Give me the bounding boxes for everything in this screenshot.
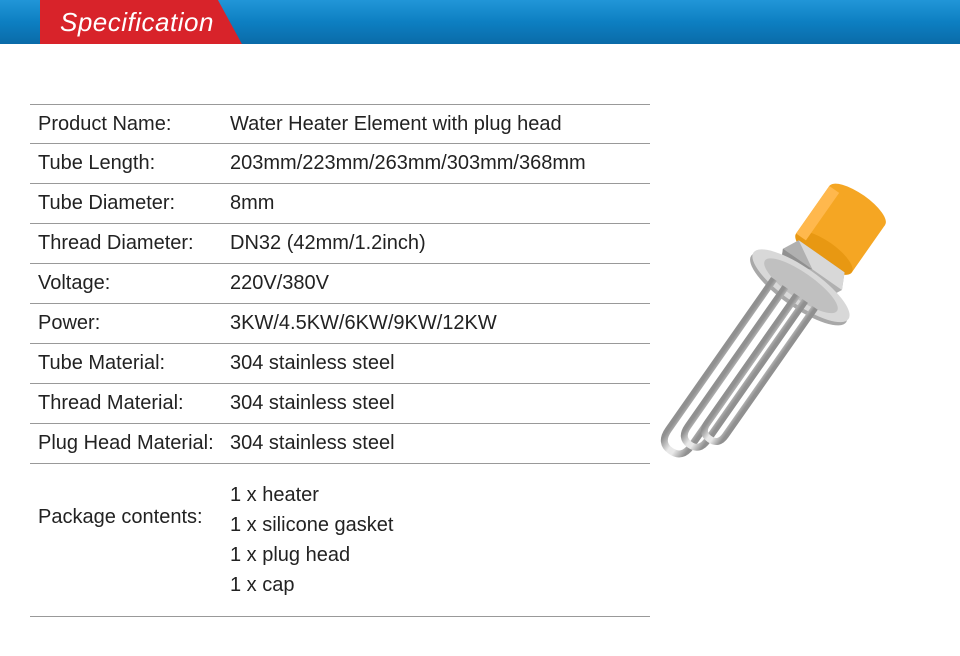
package-item: 1 x plug head <box>230 540 650 570</box>
spec-value: 304 stainless steel <box>230 346 650 381</box>
spec-label: Package contents: <box>30 474 230 535</box>
spec-label: Plug Head Material: <box>30 426 230 461</box>
spec-label: Tube Diameter: <box>30 186 230 221</box>
spec-value: 304 stainless steel <box>230 426 650 461</box>
spec-value: 203mm/223mm/263mm/303mm/368mm <box>230 146 650 181</box>
header-bar: Specification <box>0 0 960 44</box>
spec-row: Thread Material: 304 stainless steel <box>30 384 650 424</box>
specification-table: Product Name: Water Heater Element with … <box>30 104 650 617</box>
product-image <box>630 130 910 530</box>
specification-tab: Specification <box>40 0 242 44</box>
spec-row: Plug Head Material: 304 stainless steel <box>30 424 650 464</box>
spec-row-package: Package contents: 1 x heater 1 x silicon… <box>30 464 650 617</box>
spec-label: Thread Diameter: <box>30 226 230 261</box>
package-item: 1 x silicone gasket <box>230 510 650 540</box>
spec-row: Tube Length: 203mm/223mm/263mm/303mm/368… <box>30 144 650 184</box>
spec-label: Voltage: <box>30 266 230 301</box>
spec-value: 3KW/4.5KW/6KW/9KW/12KW <box>230 306 650 341</box>
spec-label: Tube Material: <box>30 346 230 381</box>
spec-label: Tube Length: <box>30 146 230 181</box>
spec-row: Power: 3KW/4.5KW/6KW/9KW/12KW <box>30 304 650 344</box>
package-contents: 1 x heater 1 x silicone gasket 1 x plug … <box>230 474 650 606</box>
spec-label: Power: <box>30 306 230 341</box>
spec-row: Tube Material: 304 stainless steel <box>30 344 650 384</box>
spec-row: Thread Diameter: DN32 (42mm/1.2inch) <box>30 224 650 264</box>
spec-row: Voltage: 220V/380V <box>30 264 650 304</box>
spec-row: Product Name: Water Heater Element with … <box>30 104 650 144</box>
spec-label: Thread Material: <box>30 386 230 421</box>
specification-title: Specification <box>60 7 214 38</box>
package-item: 1 x heater <box>230 480 650 510</box>
spec-value: 220V/380V <box>230 266 650 301</box>
spec-value: DN32 (42mm/1.2inch) <box>230 226 650 261</box>
spec-label: Product Name: <box>30 107 230 142</box>
spec-value: Water Heater Element with plug head <box>230 107 650 142</box>
spec-value: 304 stainless steel <box>230 386 650 421</box>
spec-value: 8mm <box>230 186 650 221</box>
spec-row: Tube Diameter: 8mm <box>30 184 650 224</box>
package-item: 1 x cap <box>230 570 650 600</box>
